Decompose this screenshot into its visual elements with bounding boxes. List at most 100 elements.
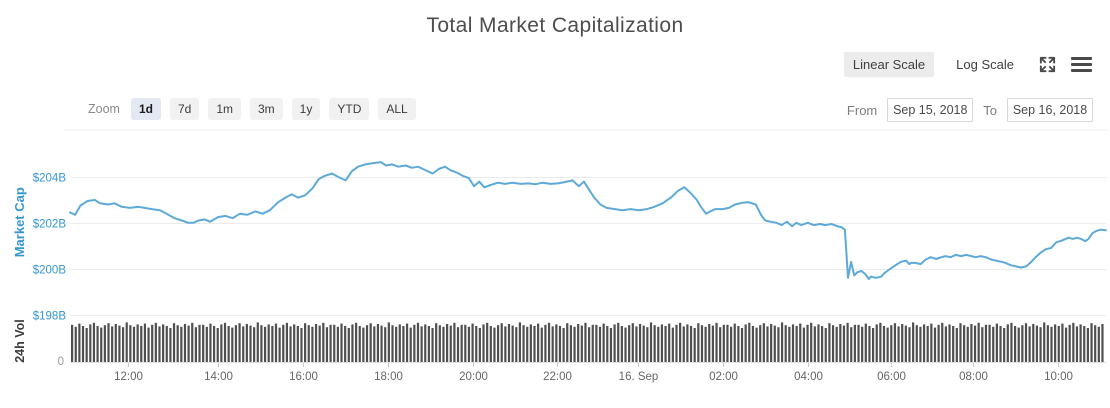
volume-bar [537, 323, 540, 362]
volume-bar [285, 322, 289, 362]
volume-bar [325, 327, 329, 362]
volume-bar [893, 323, 897, 362]
volume-bar [1101, 324, 1104, 362]
volume-bar [748, 322, 751, 362]
volume-bar [431, 328, 434, 362]
volume-bar [835, 326, 838, 362]
volume-bar [875, 324, 878, 362]
volume-bar [1097, 326, 1100, 362]
volume-bar [679, 322, 682, 362]
volume-bar [362, 327, 365, 362]
volume-bar [999, 326, 1002, 362]
volume-bar [620, 326, 623, 362]
volume-bar [482, 324, 485, 362]
volume-bar [566, 323, 569, 362]
zoom-button-all[interactable]: ALL [378, 98, 416, 120]
volume-bar [274, 323, 278, 362]
volume-bar [289, 326, 292, 362]
volume-bar [89, 324, 92, 362]
volume-bar [413, 324, 416, 362]
volume-bar [973, 325, 977, 362]
volume-bar [558, 326, 562, 362]
volume-bar [828, 323, 831, 362]
volume-bar [850, 327, 853, 362]
y-tick-label: $204B [33, 173, 67, 185]
volume-bar [780, 322, 784, 362]
zoom-button-3m[interactable]: 3m [250, 98, 283, 120]
volume-bar [245, 324, 248, 362]
volume-bar [151, 324, 154, 362]
volume-bar [890, 325, 893, 362]
volume-bar [802, 327, 806, 362]
linear-scale-button[interactable]: Linear Scale [843, 52, 935, 77]
volume-bar [580, 325, 583, 362]
volume-bar [1032, 324, 1035, 362]
volume-bar [682, 326, 685, 362]
volume-bar [941, 322, 944, 362]
y-axis-title: Market Cap [12, 187, 27, 257]
volume-bar [631, 323, 634, 362]
volume-bar [719, 327, 722, 362]
volume-bar [588, 327, 591, 362]
from-date-input[interactable] [887, 98, 974, 122]
volume-bar [729, 326, 733, 362]
zoom-button-ytd[interactable]: YTD [329, 98, 370, 120]
volume-bar [329, 324, 332, 362]
volume-bar [966, 326, 969, 362]
volume-bar [657, 326, 660, 362]
volume-bar [598, 326, 602, 362]
volume-bar [205, 326, 208, 362]
volume-bar [1010, 322, 1013, 362]
volume-bar [143, 323, 147, 362]
hamburger-menu-icon[interactable] [1071, 54, 1093, 76]
volume-bar [766, 326, 769, 362]
volume-bar [831, 325, 835, 362]
volume-bar [864, 323, 867, 362]
x-tick-label: 08:00 [959, 371, 988, 383]
volume-bar [351, 324, 354, 362]
volume-bar [493, 327, 496, 362]
volume-bar [376, 324, 380, 362]
volume-bar [475, 326, 478, 362]
volume-bar [504, 326, 507, 362]
volume-bar [915, 325, 918, 362]
volume-bar [995, 323, 998, 362]
zoom-button-1d[interactable]: 1d [130, 98, 161, 120]
volume-bar [770, 324, 773, 362]
fullscreen-expand-icon[interactable] [1036, 54, 1058, 76]
zoom-button-1m[interactable]: 1m [208, 98, 241, 120]
volume-bar [304, 323, 307, 362]
volume-bar [569, 325, 572, 362]
zoom-button-7d[interactable]: 7d [169, 98, 200, 120]
volume-bar [449, 325, 452, 362]
volume-bar [1090, 323, 1093, 362]
to-date-input[interactable] [1007, 98, 1093, 122]
volume-bar [733, 323, 736, 362]
volume-bar [380, 325, 383, 362]
x-tick-label: 10:00 [1044, 371, 1073, 383]
x-tick-label: 12:00 [114, 371, 143, 383]
volume-bar [1079, 324, 1082, 362]
volume-bar [307, 325, 310, 362]
volume-bar [624, 327, 627, 362]
volume-bar [726, 324, 729, 362]
volume-bar [933, 327, 937, 362]
volume-bar [737, 326, 740, 362]
volume-bar [562, 328, 565, 362]
volume-bar [129, 325, 132, 362]
volume-bar [314, 324, 318, 362]
volume-bar [959, 323, 962, 362]
volume-bar [231, 327, 234, 362]
volume-bar [664, 326, 667, 362]
volume-bar [81, 326, 85, 362]
volume-bar [336, 326, 339, 362]
volume-bar [602, 323, 605, 362]
zoom-button-1y[interactable]: 1y [291, 98, 321, 120]
volume-bar [642, 325, 645, 362]
volume-bar [340, 323, 343, 362]
log-scale-button[interactable]: Log Scale [956, 57, 1014, 72]
volume-bar [788, 326, 791, 362]
volume-bar [467, 326, 471, 362]
y-tick-label: $198B [33, 311, 67, 323]
